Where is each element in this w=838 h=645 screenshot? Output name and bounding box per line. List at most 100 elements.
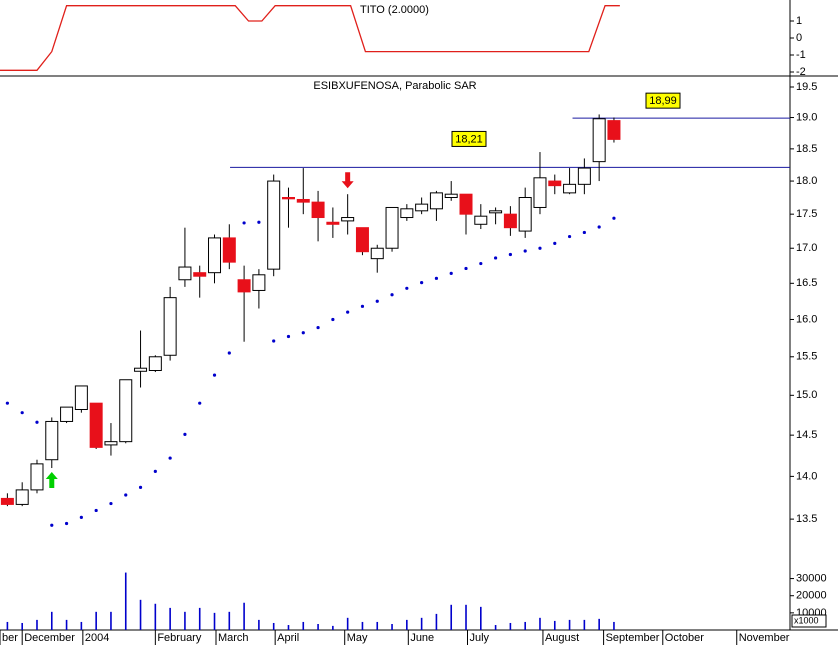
candle-body [503, 213, 517, 229]
candle-body [60, 406, 74, 422]
sar-dot [301, 331, 305, 335]
y-tick-label: 30000 [796, 572, 827, 584]
sar-dot [582, 230, 586, 235]
candle-body [400, 208, 414, 219]
sar-dot [405, 286, 409, 290]
y-tick-label: 15.0 [796, 389, 817, 401]
candle-body [326, 221, 340, 225]
sar-dot [272, 339, 276, 343]
level-label: 18,21 [455, 133, 483, 145]
sar-dot [35, 420, 39, 424]
y-tick-label: 17.0 [796, 242, 817, 254]
candle-body [607, 120, 621, 140]
sar-dot [567, 234, 572, 239]
volume-bar [450, 604, 453, 630]
volume-bar [509, 622, 512, 630]
candle-body [311, 201, 325, 219]
volume-bar [110, 611, 112, 630]
sar-dot [360, 304, 365, 308]
sar-dot [493, 256, 498, 260]
candle-body [74, 385, 88, 410]
sar-dot [597, 225, 601, 229]
candle-body [341, 217, 355, 222]
candle-body [592, 118, 606, 163]
candle-body [429, 192, 443, 210]
volume-bar [213, 612, 216, 630]
y-tick-label: 14.5 [796, 429, 817, 441]
candle-body [548, 180, 562, 187]
x-tick-label: April [277, 632, 299, 644]
volume-bar [169, 607, 171, 630]
sar-dot [138, 485, 143, 489]
candle-body [148, 356, 162, 372]
sar-dot [242, 221, 246, 225]
candle-body [489, 210, 503, 214]
volume-bar [228, 611, 231, 630]
volume-bar [524, 621, 526, 630]
volume-bar [391, 624, 393, 630]
x-tick-label: August [545, 632, 579, 644]
volume-bar [568, 619, 571, 630]
volume-bar [6, 621, 9, 630]
level-label-box [645, 92, 681, 109]
buy-arrow [45, 472, 58, 489]
candle-body [252, 274, 266, 291]
y-tick-label: 18.0 [796, 175, 817, 187]
sar-dot [257, 220, 261, 224]
x-tick-label: ber [2, 632, 18, 644]
volume-bar [406, 619, 408, 630]
sar-dot [449, 271, 453, 275]
candle-body [370, 247, 384, 260]
sar-dot [390, 293, 394, 297]
y-tick-label: 1 [796, 15, 802, 27]
sar-dot [124, 493, 128, 497]
y-tick-label: 18.5 [796, 143, 817, 155]
y-tick-label: -2 [796, 66, 806, 78]
candle-body [237, 279, 251, 293]
candle-body [415, 203, 429, 212]
candle-body [119, 379, 133, 443]
y-tick-label: 0 [796, 32, 802, 44]
sar-dot [612, 216, 616, 220]
y-tick-label: 15.5 [796, 351, 817, 363]
candle-body [355, 227, 369, 253]
sar-dot [375, 299, 379, 303]
x-tick-label: July [469, 632, 489, 644]
x-tick-label: March [218, 632, 249, 644]
sar-dot [286, 334, 291, 339]
candle-body [178, 266, 192, 281]
x-tick-label: November [739, 632, 790, 644]
volume-bar [553, 620, 556, 630]
sar-dot [20, 411, 24, 415]
candle-body [134, 367, 148, 372]
volume-bar [346, 617, 349, 630]
volume-bar [583, 619, 586, 630]
sar-dot [434, 276, 439, 280]
x-tick-label: October [665, 632, 704, 644]
sar-dot [94, 508, 98, 513]
sar-dot [523, 249, 527, 253]
candle-body [563, 183, 577, 194]
unit-box [791, 614, 827, 628]
volume-bar [243, 602, 245, 630]
candle-body [222, 237, 236, 263]
volume-bar [332, 625, 334, 630]
chart-title: ESIBXUFENOSA, Parabolic SAR [313, 80, 476, 92]
x-tick-label: May [347, 632, 368, 644]
sar-dot [346, 310, 350, 314]
volume-bar [317, 624, 319, 630]
volume-bar [465, 604, 467, 630]
y-tick-label: 16.5 [796, 277, 817, 289]
sar-dot [79, 515, 83, 519]
candle-body [533, 177, 547, 208]
unit-label: x1000 [794, 615, 819, 625]
candle-body [296, 198, 310, 203]
volume-bar [287, 625, 290, 630]
candle-body [281, 196, 295, 200]
x-tick-label: February [157, 632, 202, 644]
volume-bar [302, 621, 305, 630]
sar-dot [420, 281, 424, 285]
sar-dot [64, 521, 69, 526]
